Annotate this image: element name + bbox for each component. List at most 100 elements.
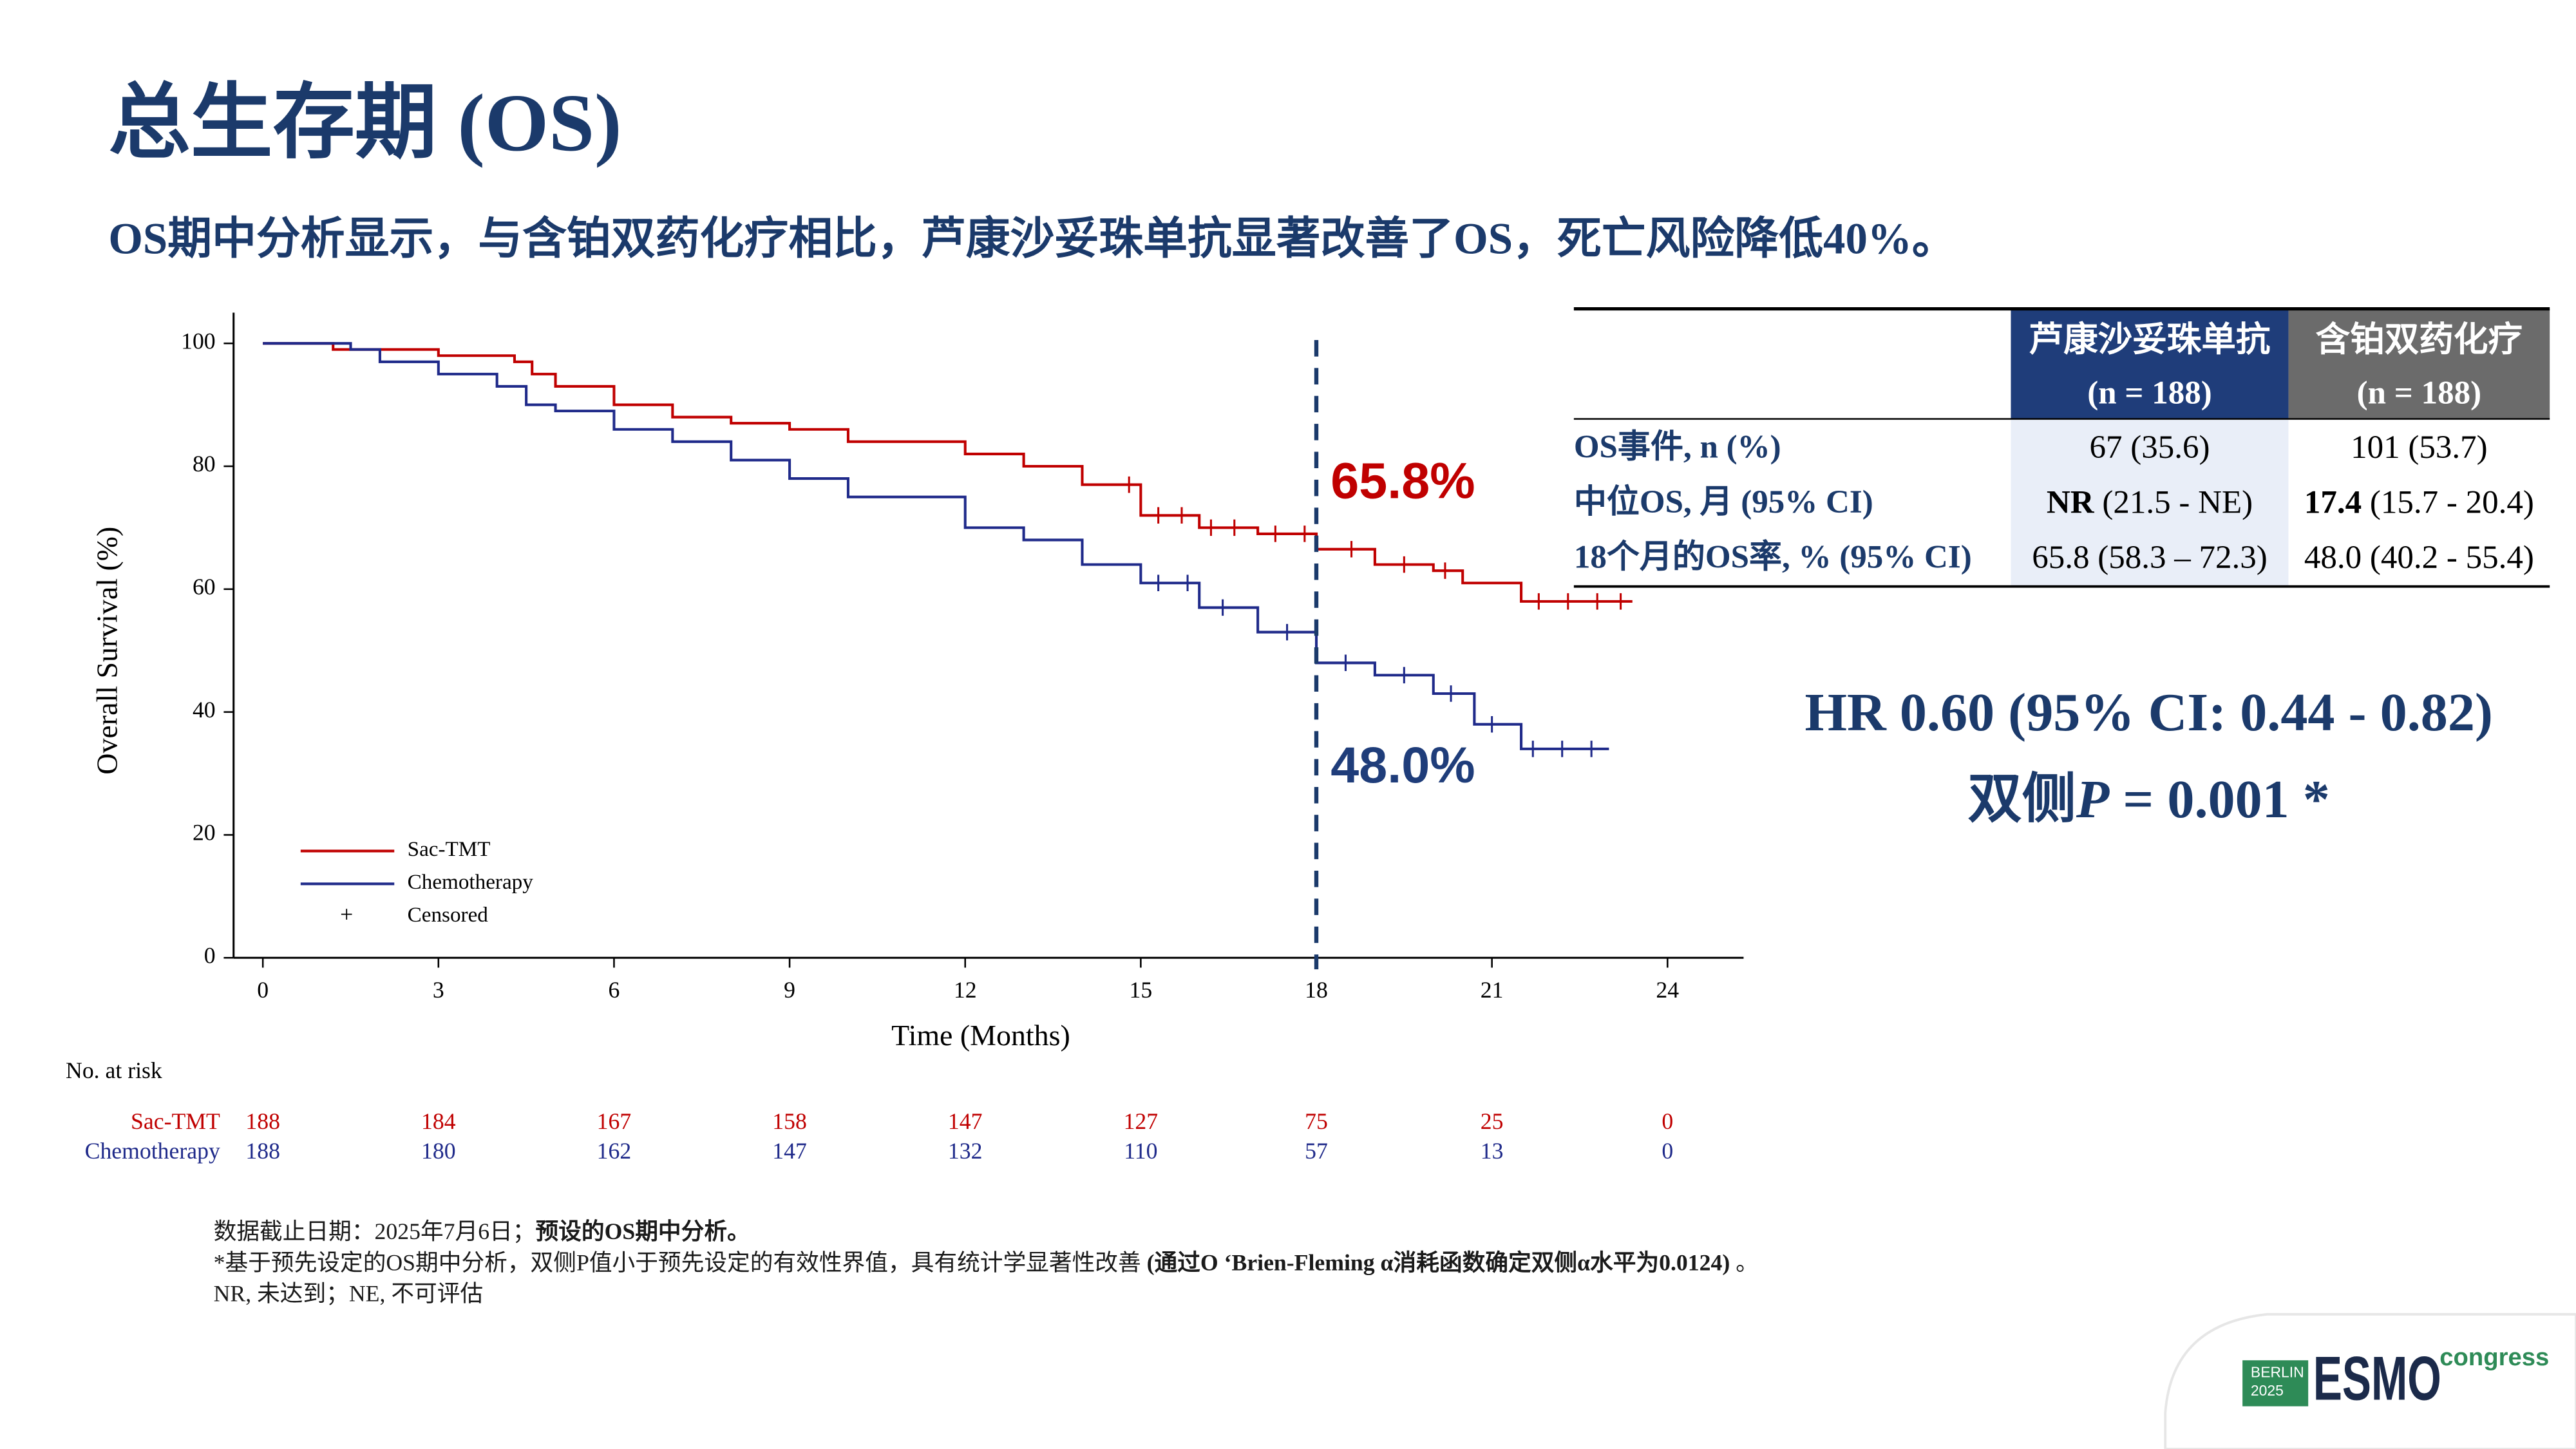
footnote: NR, 未达到；NE, 不可评估 <box>214 1281 484 1307</box>
logo-event: congress <box>2439 1343 2549 1371</box>
censor-mark <box>1397 667 1411 684</box>
x-tick-label: 18 <box>1305 977 1328 1003</box>
logo-backdrop <box>2164 1312 2576 1449</box>
logo-brand: ESMO <box>2313 1343 2441 1414</box>
risk-count: 188 <box>245 1138 280 1164</box>
legend-label: Censored <box>408 903 489 927</box>
x-tick-label: 0 <box>257 977 269 1003</box>
censor-mark <box>1438 562 1452 579</box>
risk-count: 162 <box>597 1138 632 1164</box>
risk-row-name: Chemotherapy <box>85 1138 220 1164</box>
text-segment: 。 <box>1730 1249 1759 1275</box>
logo-city: BERLIN <box>2251 1364 2304 1381</box>
survival-curve <box>263 342 1633 603</box>
censor-mark <box>1444 685 1458 702</box>
censor-mark <box>1122 476 1136 493</box>
table-cell: 65.8 (58.3 – 72.3) <box>2032 540 2268 576</box>
logo-badge <box>2242 1360 2309 1406</box>
table-header-cell <box>2288 308 2550 419</box>
x-tick-label: 21 <box>1481 977 1504 1003</box>
text-segment: 48.0 (40.2 - 55.4) <box>2304 540 2534 576</box>
risk-count: 167 <box>597 1108 632 1134</box>
y-tick-label: 80 <box>193 451 216 477</box>
legend-label: Sac-TMT <box>408 837 491 861</box>
risk-count: 188 <box>245 1108 280 1134</box>
risk-table-title: No. at risk <box>66 1057 162 1083</box>
table-cell: 101 (53.7) <box>2351 430 2488 466</box>
risk-count: 57 <box>1305 1138 1328 1164</box>
risk-count: 127 <box>1124 1108 1159 1134</box>
text-segment: 67 (35.6) <box>2089 430 2210 466</box>
censor-mark <box>1280 623 1294 641</box>
censor-mark <box>1561 593 1575 610</box>
censor-mark <box>1532 593 1546 610</box>
censor-mark <box>1584 741 1598 757</box>
text-segment: 101 (53.7) <box>2351 430 2488 466</box>
text-segment: 双侧 <box>1968 770 2076 829</box>
table-header-cell <box>2011 308 2289 419</box>
y-tick-label: 0 <box>204 942 216 968</box>
risk-count: 147 <box>948 1108 983 1134</box>
legend-label: Chemotherapy <box>408 870 534 894</box>
censor-mark <box>1591 593 1604 610</box>
risk-count: 158 <box>772 1108 807 1134</box>
table-header-n: (n = 188) <box>2087 375 2211 411</box>
table-row-label: 18个月的OS率, % (95% CI) <box>1574 539 1972 576</box>
censor-mark <box>1180 574 1195 592</box>
table-header: 含铂双药化疗 <box>2316 321 2523 359</box>
censor-mark <box>1485 715 1499 733</box>
censor-mark <box>1397 556 1411 573</box>
text-segment: (21.5 - NE) <box>2094 484 2253 520</box>
table-cell: NR (21.5 - NE) <box>2047 484 2253 520</box>
hazard-ratio: HR 0.60 (95% CI: 0.44 - 0.82) <box>1805 683 2493 743</box>
text-segment: 预设的OS期中分析。 <box>535 1218 750 1244</box>
risk-count: 75 <box>1305 1108 1328 1134</box>
censor-mark <box>1269 526 1282 542</box>
risk-count: 180 <box>421 1138 456 1164</box>
text-segment: *基于预先设定的OS期中分析，双侧P值小于预先设定的有效性界值，具有统计学显著性… <box>214 1249 1147 1275</box>
table-cell: 67 (35.6) <box>2089 430 2210 466</box>
table-data-column <box>2011 419 2289 587</box>
landmark-annotation: 48.0% <box>1331 736 1475 793</box>
censor-mark <box>1151 574 1165 592</box>
censor-mark <box>1227 519 1241 536</box>
risk-count: 0 <box>1662 1108 1673 1134</box>
y-axis-label: Overall Survival (%) <box>90 527 123 775</box>
logo-year: 2025 <box>2251 1382 2284 1399</box>
y-tick-label: 20 <box>193 820 216 846</box>
text-segment: 65.8 (58.3 – 72.3) <box>2032 540 2268 576</box>
legend-censor-symbol: + <box>340 902 353 927</box>
table-row-label: OS事件, n (%) <box>1574 429 1781 466</box>
censor-mark <box>1555 741 1569 757</box>
table-header: 芦康沙妥珠单抗 <box>2029 321 2271 359</box>
table-row-label: 中位OS, 月 (95% CI) <box>1574 484 1873 520</box>
table-cell: 17.4 (15.7 - 20.4) <box>2304 484 2534 520</box>
y-tick-label: 40 <box>193 697 216 723</box>
table-data-column <box>2288 419 2550 587</box>
censor-mark <box>1298 526 1312 542</box>
censor-mark <box>1614 593 1627 610</box>
censor-mark <box>1216 599 1229 616</box>
x-tick-label: 6 <box>609 977 620 1003</box>
risk-row-name: Sac-TMT <box>131 1108 220 1134</box>
table-header-n: (n = 188) <box>2357 375 2481 411</box>
censor-mark <box>1175 507 1189 524</box>
x-tick-label: 12 <box>954 977 977 1003</box>
landmark-annotation: 65.8% <box>1331 451 1475 509</box>
risk-count: 13 <box>1481 1138 1504 1164</box>
censor-mark <box>1339 654 1352 672</box>
censor-mark <box>1151 507 1165 524</box>
risk-count: 132 <box>948 1138 983 1164</box>
x-axis-label: Time (Months) <box>891 1019 1070 1052</box>
censor-mark <box>1345 541 1358 558</box>
survival-curve <box>263 342 1609 750</box>
x-tick-label: 15 <box>1130 977 1153 1003</box>
table-cell: 48.0 (40.2 - 55.4) <box>2304 540 2534 576</box>
x-tick-label: 24 <box>1656 977 1679 1003</box>
x-tick-label: 9 <box>784 977 795 1003</box>
x-tick-label: 3 <box>433 977 444 1003</box>
text-segment: = 0.001 * <box>2109 770 2330 829</box>
